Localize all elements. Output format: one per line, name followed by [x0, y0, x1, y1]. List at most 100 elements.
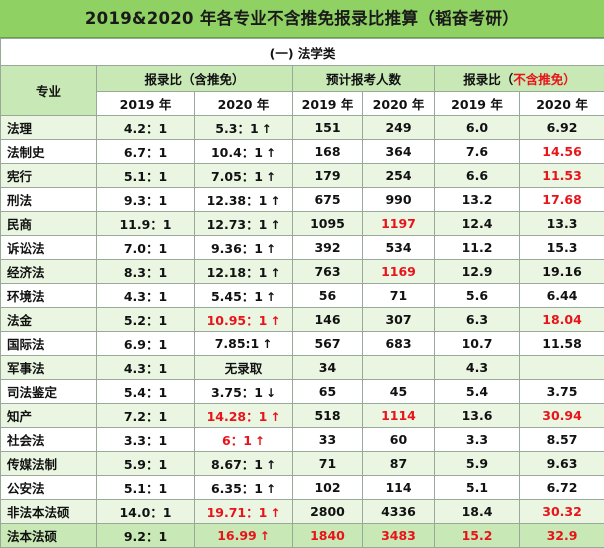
applicants-2020: 683 — [363, 332, 435, 356]
ratio-2020-excl: 15.3 — [520, 236, 604, 260]
ratio-2019-excl: 3.3 — [435, 428, 520, 452]
ratio-2020-incl: 7.85:1↑ — [195, 332, 293, 356]
arrow-up-icon: ↑ — [270, 218, 280, 232]
ratio-value: 10.4：1 — [211, 145, 263, 160]
ratio-2019-excl: 10.7 — [435, 332, 520, 356]
arrow-up-icon: ↑ — [270, 410, 280, 424]
major-cell: 社会法 — [1, 428, 97, 452]
ratio-2019-incl: 3.3：1 — [97, 428, 195, 452]
header-ratio-incl: 报录比（含推免） — [97, 66, 293, 92]
applicants-2020: 87 — [363, 452, 435, 476]
ratio-2019-incl: 5.4：1 — [97, 380, 195, 404]
applicants-2020: 71 — [363, 284, 435, 308]
ratio-2019-excl: 5.4 — [435, 380, 520, 404]
ratio-2020-excl: 6.92 — [520, 116, 604, 140]
ratio-value: 9.36：1 — [211, 241, 263, 256]
ratio-value: 12.18：1 — [207, 265, 268, 280]
arrow-up-icon: ↑ — [270, 194, 280, 208]
ratio-2019-incl: 7.2：1 — [97, 404, 195, 428]
ratio-value: 12.73：1 — [207, 217, 268, 232]
ratio-2020-excl: 6.72 — [520, 476, 604, 500]
header-major: 专业 — [1, 66, 97, 116]
applicants-2020 — [363, 356, 435, 380]
applicants-2019: 675 — [293, 188, 363, 212]
ratio-2020-excl: 13.3 — [520, 212, 604, 236]
applicants-2019: 567 — [293, 332, 363, 356]
ratio-2020-excl: 19.16 — [520, 260, 604, 284]
ratio-2020-excl: 11.53 — [520, 164, 604, 188]
year-header: 2020 年 — [195, 92, 293, 116]
ratio-value: 12.38：1 — [207, 193, 268, 208]
ratio-2019-excl: 12.4 — [435, 212, 520, 236]
ratio-2019-excl: 5.9 — [435, 452, 520, 476]
ratio-2020-incl: 16.99↑ — [195, 524, 293, 548]
ratio-2019-excl: 11.2 — [435, 236, 520, 260]
ratio-2020-excl: 32.9 — [520, 524, 604, 548]
arrow-up-icon: ↑ — [270, 266, 280, 280]
applicants-2019: 1095 — [293, 212, 363, 236]
ratio-2020-incl: 无录取 — [195, 356, 293, 380]
ratio-2019-excl: 13.2 — [435, 188, 520, 212]
ratio-2020-excl — [520, 356, 604, 380]
ratio-value: 10.95：1 — [207, 313, 268, 328]
section-title: (一) 法学类 — [1, 39, 604, 66]
ratio-2019-incl: 14.0：1 — [97, 500, 195, 524]
ratio-2020-excl: 14.56 — [520, 140, 604, 164]
applicants-2019: 71 — [293, 452, 363, 476]
major-cell: 民商 — [1, 212, 97, 236]
applicants-2020: 45 — [363, 380, 435, 404]
header-ratio-excl: 报录比（不含推免） — [435, 66, 604, 92]
arrow-up-icon: ↑ — [255, 434, 265, 448]
applicants-2020: 307 — [363, 308, 435, 332]
applicants-2020: 3483 — [363, 524, 435, 548]
ratio-2019-excl: 18.4 — [435, 500, 520, 524]
ratio-2019-excl: 4.3 — [435, 356, 520, 380]
ratio-2020-incl: 3.75：1↓ — [195, 380, 293, 404]
ratio-2019-excl: 15.2 — [435, 524, 520, 548]
applicants-2019: 102 — [293, 476, 363, 500]
applicants-2020: 60 — [363, 428, 435, 452]
ratio-2020-excl: 8.57 — [520, 428, 604, 452]
ratio-2020-excl: 30.32 — [520, 500, 604, 524]
ratio-2020-excl: 11.58 — [520, 332, 604, 356]
major-cell: 环境法 — [1, 284, 97, 308]
ratio-2020-incl: 8.67：1↑ — [195, 452, 293, 476]
major-cell: 传媒法制 — [1, 452, 97, 476]
arrow-up-icon: ↑ — [262, 337, 272, 351]
ratio-2020-incl: 12.18：1↑ — [195, 260, 293, 284]
ratio-2019-incl: 5.2：1 — [97, 308, 195, 332]
applicants-2020: 534 — [363, 236, 435, 260]
ratio-value: 3.75：1 — [211, 385, 263, 400]
major-cell: 经济法 — [1, 260, 97, 284]
ratio-value: 6.35：1 — [211, 481, 263, 496]
ratio-value: 16.99 — [217, 528, 257, 543]
ratio-2020-excl: 30.94 — [520, 404, 604, 428]
major-cell: 法理 — [1, 116, 97, 140]
ratio-2019-incl: 4.3：1 — [97, 356, 195, 380]
year-header: 2019 年 — [97, 92, 195, 116]
ratio-2019-excl: 6.0 — [435, 116, 520, 140]
header-applicants: 预计报考人数 — [293, 66, 435, 92]
ratio-value: 14.28：1 — [207, 409, 268, 424]
ratio-2020-incl: 5.45：1↑ — [195, 284, 293, 308]
applicants-2019: 151 — [293, 116, 363, 140]
major-cell: 公安法 — [1, 476, 97, 500]
ratio-2019-incl: 4.3：1 — [97, 284, 195, 308]
ratio-2020-incl: 10.95：1↑ — [195, 308, 293, 332]
arrow-up-icon: ↑ — [266, 482, 276, 496]
ratio-value: 7.05：1 — [211, 169, 263, 184]
arrow-up-icon: ↑ — [270, 506, 280, 520]
applicants-2020: 1114 — [363, 404, 435, 428]
ratio-table: (一) 法学类 专业 报录比（含推免） 预计报考人数 报录比（不含推免） 201… — [0, 38, 604, 548]
applicants-2020: 114 — [363, 476, 435, 500]
